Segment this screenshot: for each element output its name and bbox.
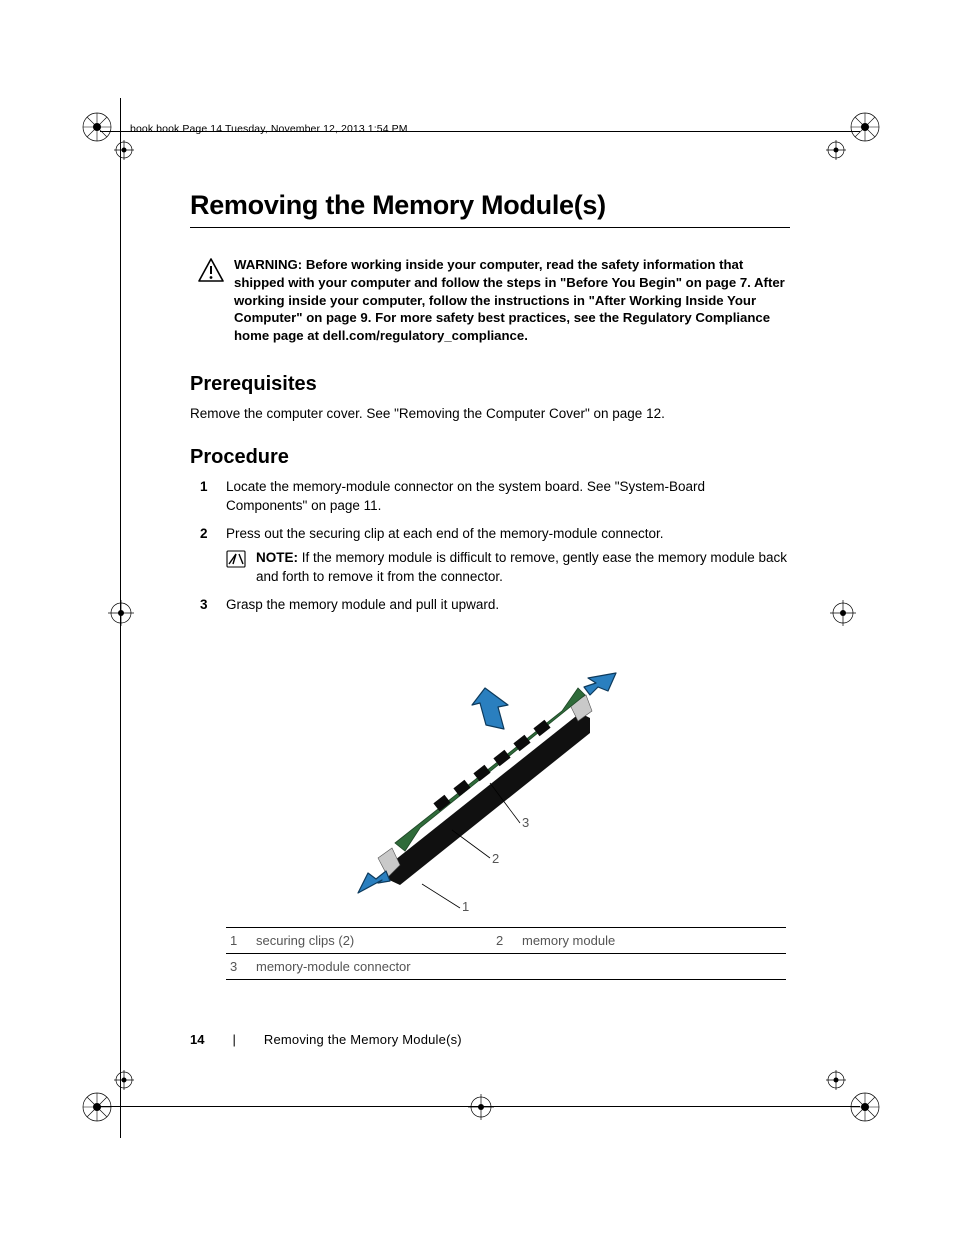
legend-1-label: securing clips (2) bbox=[252, 927, 492, 953]
note-body: If the memory module is difficult to rem… bbox=[256, 550, 787, 584]
procedure-list: Locate the memory-module connector on th… bbox=[190, 477, 790, 615]
note-label: NOTE: bbox=[256, 550, 298, 565]
page-title: Removing the Memory Module(s) bbox=[190, 190, 790, 221]
warning-text: WARNING: Before working inside your comp… bbox=[234, 256, 790, 345]
legend-2-num: 2 bbox=[492, 927, 518, 953]
step-2: Press out the securing clip at each end … bbox=[190, 524, 790, 587]
page-number: 14 bbox=[190, 1032, 204, 1047]
page-footer: 14 | Removing the Memory Module(s) bbox=[190, 1032, 462, 1047]
warning-icon bbox=[198, 258, 224, 287]
step-2-text: Press out the securing clip at each end … bbox=[226, 526, 663, 541]
legend-table: 1 securing clips (2) 2 memory module 3 m… bbox=[226, 927, 786, 980]
procedure-heading: Procedure bbox=[190, 446, 790, 469]
prerequisites-text: Remove the computer cover. See "Removing… bbox=[190, 404, 790, 424]
running-head: book.book Page 14 Tuesday, November 12, … bbox=[130, 123, 408, 135]
memory-module-figure: 1 2 3 bbox=[190, 633, 790, 913]
legend-1-num: 1 bbox=[226, 927, 252, 953]
step-1: Locate the memory-module connector on th… bbox=[190, 477, 790, 516]
callout-3: 3 bbox=[522, 815, 529, 830]
footer-title: Removing the Memory Module(s) bbox=[264, 1032, 462, 1047]
footer-divider: | bbox=[232, 1032, 235, 1047]
table-row: 1 securing clips (2) 2 memory module bbox=[226, 927, 786, 953]
step-3: Grasp the memory module and pull it upwa… bbox=[190, 595, 790, 615]
note-icon bbox=[226, 550, 246, 587]
title-rule bbox=[190, 227, 790, 228]
callout-1: 1 bbox=[462, 899, 469, 914]
prerequisites-heading: Prerequisites bbox=[190, 373, 790, 396]
legend-2-label: memory module bbox=[518, 927, 786, 953]
legend-3-label: memory-module connector bbox=[252, 953, 492, 979]
warning-block: WARNING: Before working inside your comp… bbox=[190, 256, 790, 345]
warning-label: WARNING: bbox=[234, 257, 302, 272]
legend-3-num: 3 bbox=[226, 953, 252, 979]
note-block: NOTE: If the memory module is difficult … bbox=[226, 549, 790, 587]
callout-2: 2 bbox=[492, 851, 499, 866]
table-row: 3 memory-module connector bbox=[226, 953, 786, 979]
warning-body: Before working inside your computer, rea… bbox=[234, 257, 785, 343]
